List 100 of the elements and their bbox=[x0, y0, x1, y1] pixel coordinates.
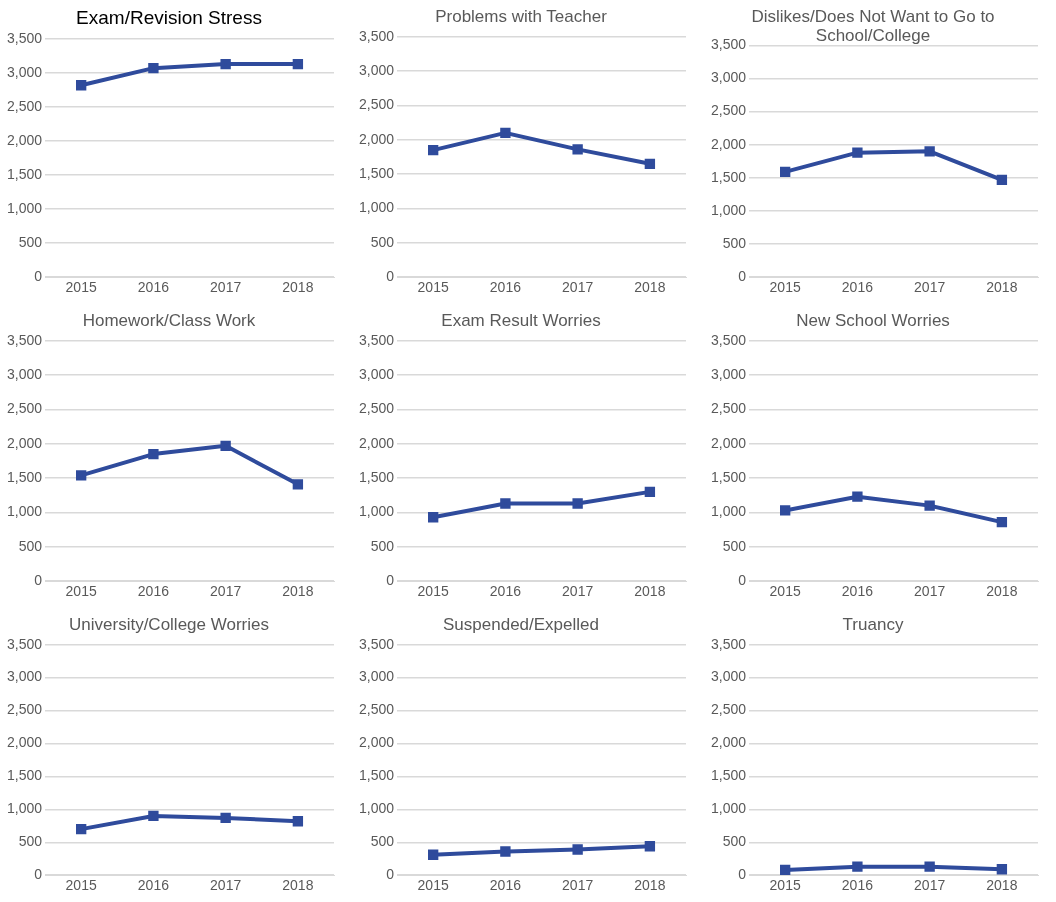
y-tick-label: 500 bbox=[18, 234, 43, 251]
y-tick-label: 2,000 bbox=[6, 434, 43, 451]
chart-title: Truancy bbox=[842, 615, 904, 635]
chart-title: University/College Worries bbox=[69, 615, 269, 635]
y-tick-label: 0 bbox=[738, 572, 747, 589]
x-tick-label: 2017 bbox=[914, 583, 946, 600]
x-tick-label: 2018 bbox=[282, 583, 314, 600]
y-tick-label: 3,000 bbox=[710, 69, 747, 86]
x-tick-label: 2018 bbox=[634, 877, 666, 894]
x-tick-label: 2017 bbox=[210, 279, 242, 296]
x-tick-label: 2018 bbox=[986, 583, 1018, 600]
x-tick-label: 2018 bbox=[282, 877, 314, 894]
point bbox=[779, 505, 791, 516]
x-tick-label: 2017 bbox=[210, 877, 242, 894]
point bbox=[779, 166, 791, 178]
y-tick-label: 500 bbox=[370, 833, 395, 850]
x-tick-label: 2016 bbox=[137, 877, 170, 894]
y-tick-label: 0 bbox=[34, 268, 43, 285]
point bbox=[148, 63, 159, 74]
x-tick-label: 2016 bbox=[489, 279, 522, 296]
x-tick-label: 2016 bbox=[489, 877, 522, 894]
y-tick-label: 500 bbox=[18, 833, 43, 850]
point bbox=[427, 144, 439, 156]
y-tick-label: 1,500 bbox=[6, 468, 43, 485]
x-tick-label: 2018 bbox=[986, 877, 1018, 894]
y-tick-label: 1,000 bbox=[710, 201, 747, 218]
point bbox=[292, 816, 304, 827]
y-tick-label: 2,000 bbox=[358, 130, 395, 147]
x-tick-label: 2016 bbox=[841, 279, 874, 296]
x-tick-label: 2017 bbox=[914, 877, 946, 894]
x-tick-label: 2018 bbox=[634, 279, 666, 296]
y-tick-label: 3,000 bbox=[710, 668, 747, 685]
point bbox=[924, 146, 935, 157]
y-tick-label: 3,500 bbox=[710, 635, 747, 652]
x-tick-label: 2015 bbox=[65, 279, 97, 296]
y-tick-label: 3,500 bbox=[358, 331, 395, 348]
y-tick-label: 1,000 bbox=[6, 503, 43, 520]
y-tick-label: 3,000 bbox=[358, 61, 395, 78]
y-tick-label: 2,000 bbox=[6, 131, 43, 148]
point bbox=[500, 498, 511, 509]
y-tick-label: 0 bbox=[386, 572, 395, 589]
x-tick-label: 2016 bbox=[137, 279, 170, 296]
point bbox=[500, 127, 511, 139]
y-tick-label: 2,500 bbox=[358, 400, 395, 417]
y-tick-label: 2,000 bbox=[358, 434, 395, 451]
y-tick-label: 500 bbox=[722, 833, 747, 850]
y-tick-label: 3,000 bbox=[6, 365, 43, 382]
x-tick-label: 2015 bbox=[769, 877, 801, 894]
y-tick-label: 3,000 bbox=[6, 668, 43, 685]
chart-title: Exam Result Worries bbox=[441, 311, 601, 331]
point bbox=[572, 144, 583, 155]
y-tick-label: 3,000 bbox=[358, 668, 395, 685]
x-tick-label: 2015 bbox=[417, 583, 449, 600]
x-tick-label: 2017 bbox=[562, 583, 594, 600]
y-tick-label: 2,500 bbox=[6, 97, 43, 114]
y-tick-label: 1,000 bbox=[358, 199, 395, 216]
chart-title: Dislikes/Does Not Want to Go to School/College bbox=[751, 7, 995, 45]
y-tick-label: 1,500 bbox=[6, 165, 43, 182]
y-tick-label: 2,500 bbox=[710, 102, 747, 119]
point bbox=[75, 823, 87, 835]
x-tick-label: 2017 bbox=[210, 583, 242, 600]
x-tick-label: 2017 bbox=[562, 279, 594, 296]
y-tick-label: 3,000 bbox=[6, 63, 43, 80]
y-tick-label: 2,500 bbox=[710, 400, 747, 417]
point bbox=[292, 58, 304, 70]
y-tick-label: 1,500 bbox=[6, 767, 43, 784]
x-tick-label: 2015 bbox=[417, 279, 449, 296]
y-tick-label: 3,000 bbox=[710, 365, 747, 382]
y-tick-label: 0 bbox=[738, 866, 747, 883]
y-tick-label: 2,000 bbox=[710, 434, 747, 451]
x-tick-label: 2015 bbox=[65, 877, 97, 894]
x-tick-label: 2018 bbox=[986, 279, 1018, 296]
y-tick-label: 500 bbox=[370, 537, 395, 554]
y-tick-label: 1,500 bbox=[358, 164, 395, 181]
y-tick-label: 3,000 bbox=[358, 365, 395, 382]
x-tick-label: 2015 bbox=[417, 877, 449, 894]
y-tick-label: 1,500 bbox=[710, 767, 747, 784]
point bbox=[644, 486, 656, 498]
x-tick-label: 2017 bbox=[562, 877, 594, 894]
y-tick-label: 2,500 bbox=[710, 701, 747, 718]
chart-title: Problems with Teacher bbox=[435, 7, 608, 27]
x-tick-label: 2017 bbox=[914, 279, 946, 296]
chart-title: Suspended/Expelled bbox=[443, 615, 599, 635]
y-tick-label: 3,500 bbox=[358, 635, 395, 652]
y-tick-label: 1,000 bbox=[710, 503, 747, 520]
point bbox=[996, 174, 1008, 186]
y-tick-label: 0 bbox=[34, 572, 43, 589]
point bbox=[852, 147, 863, 158]
y-tick-label: 1,500 bbox=[358, 767, 395, 784]
point bbox=[427, 512, 439, 523]
point bbox=[220, 440, 231, 452]
y-tick-label: 3,500 bbox=[6, 29, 43, 46]
y-tick-label: 1,500 bbox=[710, 168, 747, 185]
x-tick-label: 2016 bbox=[841, 583, 874, 600]
point bbox=[924, 500, 935, 511]
y-tick-label: 3,500 bbox=[358, 27, 395, 44]
y-tick-label: 500 bbox=[722, 234, 747, 251]
y-tick-label: 3,500 bbox=[6, 331, 43, 348]
x-tick-label: 2015 bbox=[769, 583, 801, 600]
y-tick-label: 1,000 bbox=[358, 503, 395, 520]
